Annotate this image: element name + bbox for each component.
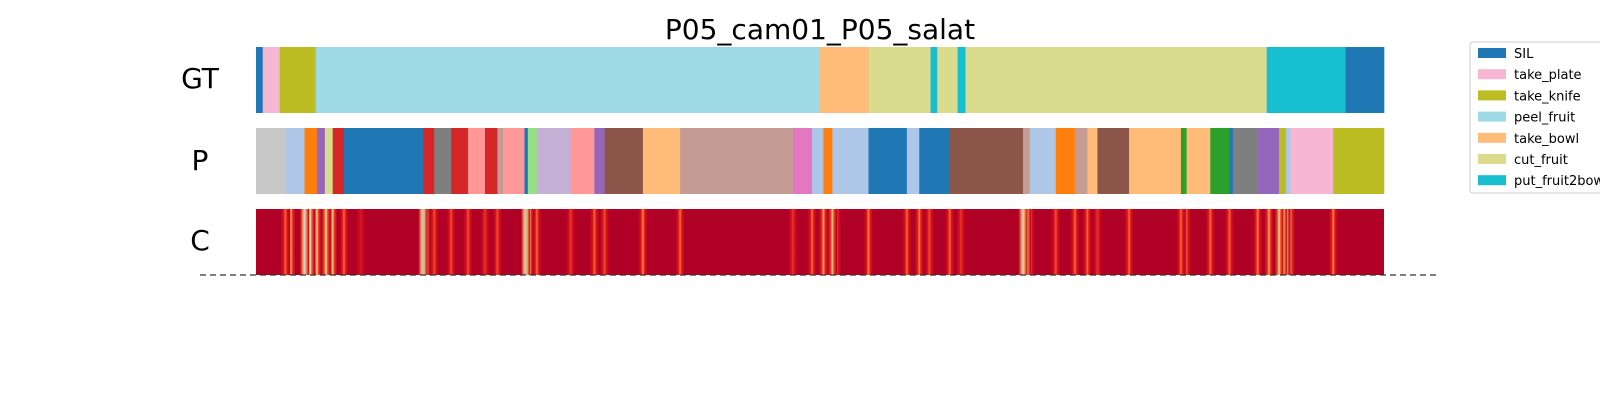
p-segment-40 — [1229, 128, 1234, 194]
gt-segment-4 — [820, 47, 869, 113]
gt-segment-9 — [965, 47, 1267, 113]
legend-label-take_plate: take_plate — [1514, 68, 1582, 83]
p-segment-23 — [812, 128, 824, 194]
legend: SIL take_plate take_knife peel_fruit take_bo… — [1469, 41, 1600, 194]
legend-label-put_fruit2bow: put_fruit2bow — [1514, 174, 1600, 189]
p-segment-15 — [527, 128, 538, 194]
p-segment-21 — [680, 128, 794, 194]
confidence-heatmap-bar — [256, 209, 1384, 275]
prediction-segment-row — [256, 128, 1385, 194]
p-segment-38 — [1186, 128, 1211, 194]
p-segment-31 — [1029, 128, 1057, 194]
p-segment-11 — [484, 128, 498, 194]
p-segment-19 — [604, 128, 644, 194]
p-segment-44 — [1285, 128, 1291, 194]
row-label-gt: GT — [181, 62, 220, 95]
p-segment-32 — [1055, 128, 1076, 194]
p-segment-30 — [1023, 128, 1031, 194]
gt-segment-5 — [868, 47, 931, 113]
gt-segment-1 — [262, 47, 280, 113]
p-segment-45 — [1290, 128, 1334, 194]
p-segment-8 — [434, 128, 452, 194]
chart-title: P05_cam01_P05_salat — [665, 13, 975, 46]
p-segment-25 — [832, 128, 869, 194]
p-segment-24 — [823, 128, 833, 194]
legend-swatch-take_bowl — [1478, 132, 1506, 143]
legend-swatch-cut_fruit — [1478, 154, 1506, 164]
legend-swatch-take_knife — [1478, 90, 1506, 101]
p-segment-28 — [919, 128, 951, 194]
p-segment-37 — [1180, 128, 1187, 194]
gt-segment-8 — [957, 47, 966, 113]
gt-segment-2 — [279, 47, 317, 113]
legend-swatch-SIL — [1478, 48, 1506, 58]
p-segment-1 — [285, 128, 305, 194]
legend-label-take_knife: take_knife — [1514, 89, 1581, 104]
p-segment-14 — [524, 128, 529, 194]
p-segment-42 — [1257, 128, 1280, 194]
p-segment-26 — [868, 128, 908, 194]
p-segment-6 — [343, 128, 424, 194]
p-segment-35 — [1097, 128, 1130, 194]
p-segment-46 — [1333, 128, 1385, 194]
p-segment-4 — [324, 128, 334, 194]
p-segment-33 — [1074, 128, 1088, 194]
p-segment-29 — [949, 128, 1024, 194]
legend-swatch-take_plate — [1478, 69, 1506, 80]
p-segment-17 — [570, 128, 595, 194]
confidence-row — [256, 209, 1384, 275]
p-segment-16 — [536, 128, 572, 194]
p-segment-0 — [256, 128, 286, 194]
gt-segment-7 — [937, 47, 958, 113]
p-segment-2 — [304, 128, 318, 194]
legend-label-take_bowl: take_bowl — [1514, 132, 1579, 147]
p-segment-36 — [1129, 128, 1182, 194]
p-segment-41 — [1232, 128, 1258, 194]
gt-segment-11 — [1345, 47, 1385, 113]
p-segment-5 — [332, 128, 345, 194]
p-segment-3 — [316, 128, 326, 194]
p-segment-39 — [1210, 128, 1230, 194]
p-segment-18 — [594, 128, 605, 194]
legend-label-cut_fruit: cut_fruit — [1514, 153, 1568, 168]
legend-label-SIL: SIL — [1514, 47, 1534, 62]
gt-segment-row — [256, 47, 1385, 113]
legend-label-peel_fruit: peel_fruit — [1514, 111, 1575, 126]
p-segment-7 — [422, 128, 435, 194]
p-segment-43 — [1279, 128, 1287, 194]
p-segment-20 — [642, 128, 681, 194]
legend-swatch-put_fruit2bow — [1478, 175, 1506, 186]
p-segment-10 — [468, 128, 486, 194]
p-segment-34 — [1087, 128, 1098, 194]
p-segment-9 — [451, 128, 469, 194]
row-label-c: C — [190, 224, 210, 257]
p-segment-12 — [497, 128, 504, 194]
p-segment-13 — [503, 128, 525, 194]
gt-segment-3 — [315, 47, 821, 113]
row-label-p: P — [192, 144, 209, 177]
p-segment-27 — [906, 128, 920, 194]
gt-segment-10 — [1266, 47, 1346, 113]
p-segment-22 — [792, 128, 813, 194]
gt-segment-6 — [930, 47, 938, 113]
legend-swatch-peel_fruit — [1478, 111, 1506, 122]
gt-segment-0 — [256, 47, 264, 113]
